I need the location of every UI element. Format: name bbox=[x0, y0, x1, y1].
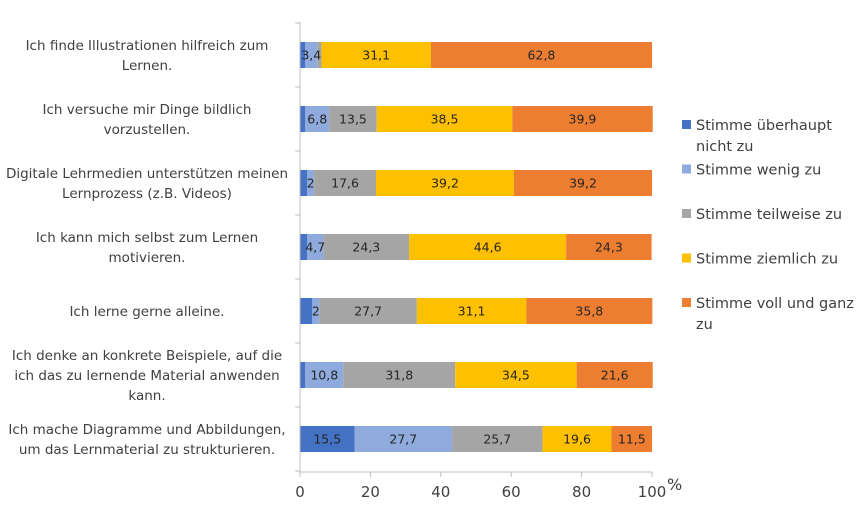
data-label-2-5: 39,9 bbox=[569, 112, 597, 127]
data-label-5-4: 31,1 bbox=[458, 304, 486, 319]
bar-segment-1-2 bbox=[305, 42, 318, 68]
bar-segment-2-3 bbox=[329, 106, 377, 132]
bar-segment-1-1 bbox=[300, 42, 306, 68]
category-label-6: Ich denke an konkrete Beispiele, auf die… bbox=[12, 348, 282, 404]
data-label-7-3: 25,7 bbox=[483, 432, 511, 447]
bar-segment-6-5 bbox=[576, 362, 653, 388]
legend-swatch-5 bbox=[682, 298, 691, 307]
x-axis: 0 20 40 60 80 100% bbox=[295, 22, 682, 501]
data-label-3-2: 2 bbox=[307, 176, 315, 191]
data-label-2-4: 38,5 bbox=[431, 112, 459, 127]
x-unit-label: % bbox=[667, 475, 682, 494]
category-labels-layer: Ich finde Illustrationen hilfreich zum Le… bbox=[6, 38, 288, 458]
data-label-5-3: 27,7 bbox=[354, 304, 382, 319]
bar-segment-4-5 bbox=[566, 234, 652, 260]
bar-segment-4-4 bbox=[409, 234, 567, 260]
legend-swatch-1 bbox=[682, 120, 691, 129]
category-label-5: Ich lerne gerne alleine. bbox=[69, 304, 224, 320]
legend-swatch-4 bbox=[682, 253, 691, 263]
bar-segment-7-3 bbox=[452, 426, 543, 452]
legend: Stimme überhaupt nicht zu Stimme wenig zu S… bbox=[682, 118, 854, 333]
data-label-6-5: 21,6 bbox=[601, 368, 629, 383]
bar-segment-3-5 bbox=[514, 170, 652, 196]
bar-segment-6-2 bbox=[305, 362, 344, 388]
bar-segment-3-3 bbox=[314, 170, 377, 196]
category-label-4: Ich kann mich selbst zum Lernen motiviere… bbox=[36, 230, 258, 266]
bar-segment-6-1 bbox=[300, 362, 306, 388]
category-label-1: Ich finde Illustrationen hilfreich zum Le… bbox=[26, 38, 269, 74]
bar-segment-4-2 bbox=[307, 234, 324, 260]
data-label-3-3: 17,6 bbox=[331, 176, 359, 191]
data-label-7-2: 27,7 bbox=[389, 432, 417, 447]
bar-segment-7-4 bbox=[542, 426, 612, 452]
bar-segment-5-3 bbox=[319, 298, 417, 324]
data-label-6-4: 34,5 bbox=[502, 368, 530, 383]
data-label-4-3: 24,3 bbox=[352, 240, 380, 255]
data-label-4-2: 4,7 bbox=[305, 240, 325, 255]
category-label-3: Digitale Lehrmedien unterstützen meinen L… bbox=[6, 166, 288, 202]
x-tick-label-40: 40 bbox=[431, 483, 450, 501]
category-label-7: Ich mache Diagramme und Abbildungen, um d… bbox=[8, 422, 285, 458]
bar-segment-7-5 bbox=[611, 426, 652, 452]
bar-segment-5-5 bbox=[526, 298, 653, 324]
bar-segment-4-3 bbox=[323, 234, 410, 260]
data-label-1-4: 31,1 bbox=[362, 48, 390, 63]
legend-swatch-3 bbox=[682, 209, 691, 218]
data-label-2-2: 6,8 bbox=[307, 112, 327, 127]
bar-segment-3-2 bbox=[307, 170, 315, 196]
legend-swatch-2 bbox=[682, 164, 691, 174]
bar-segment-1-4 bbox=[321, 42, 431, 68]
legend-entry-4: Stimme ziemlich zu bbox=[696, 252, 838, 268]
x-tick-label-20: 20 bbox=[361, 483, 380, 501]
x-tick-label-60: 60 bbox=[502, 483, 521, 501]
bar-segment-7-1 bbox=[300, 426, 355, 452]
data-label-3-4: 39,2 bbox=[431, 176, 459, 191]
legend-entry-5: Stimme voll und ganz zu bbox=[696, 296, 854, 333]
bar-segment-6-4 bbox=[455, 362, 577, 388]
data-label-4-5: 24,3 bbox=[595, 240, 623, 255]
legend-entry-1: Stimme überhaupt nicht zu bbox=[696, 118, 832, 155]
bars-layer bbox=[300, 42, 653, 452]
bar-segment-3-1 bbox=[300, 170, 308, 196]
category-label-2: Ich versuche mir Dinge bildlich vorzustel… bbox=[43, 102, 252, 138]
data-label-4-4: 44,6 bbox=[474, 240, 502, 255]
data-label-1-2: 3,4 bbox=[301, 48, 321, 63]
data-label-5-5: 35,8 bbox=[575, 304, 603, 319]
x-tick-label-0: 0 bbox=[295, 483, 305, 501]
data-label-1-5: 62,8 bbox=[528, 48, 556, 63]
legend-entry-3: Stimme teilweise zu bbox=[696, 207, 842, 223]
bar-segment-1-5 bbox=[430, 42, 652, 68]
data-label-5-2: 2 bbox=[312, 304, 320, 319]
data-label-7-1: 15,5 bbox=[313, 432, 341, 447]
x-tick-label-100: 100 bbox=[638, 483, 667, 501]
x-tick-label-80: 80 bbox=[572, 483, 591, 501]
legend-entry-2: Stimme wenig zu bbox=[696, 163, 821, 179]
data-labels-layer: 3,4 31,1 62,8 6,8 13,5 38,5 39,9 2 17,6 39,2 39,2 4… bbox=[301, 48, 645, 447]
data-label-6-3: 31,8 bbox=[385, 368, 413, 383]
bar-segment-1-3 bbox=[317, 42, 322, 68]
bar-segment-5-4 bbox=[416, 298, 527, 324]
bar-segment-2-1 bbox=[300, 106, 306, 132]
bar-segment-2-5 bbox=[512, 106, 653, 132]
bar-segment-6-3 bbox=[343, 362, 456, 388]
data-label-3-5: 39,2 bbox=[569, 176, 597, 191]
bar-segment-4-1 bbox=[300, 234, 308, 260]
data-label-7-4: 19,6 bbox=[563, 432, 591, 447]
data-label-6-2: 10,8 bbox=[310, 368, 338, 383]
bar-segment-7-2 bbox=[354, 426, 453, 452]
data-label-2-3: 13,5 bbox=[339, 112, 367, 127]
bar-segment-2-4 bbox=[376, 106, 513, 132]
bar-segment-5-2 bbox=[312, 298, 320, 324]
bar-segment-3-4 bbox=[376, 170, 515, 196]
bar-segment-2-2 bbox=[305, 106, 330, 132]
bar-segment-5-1 bbox=[300, 298, 313, 324]
data-label-7-5: 11,5 bbox=[618, 432, 646, 447]
